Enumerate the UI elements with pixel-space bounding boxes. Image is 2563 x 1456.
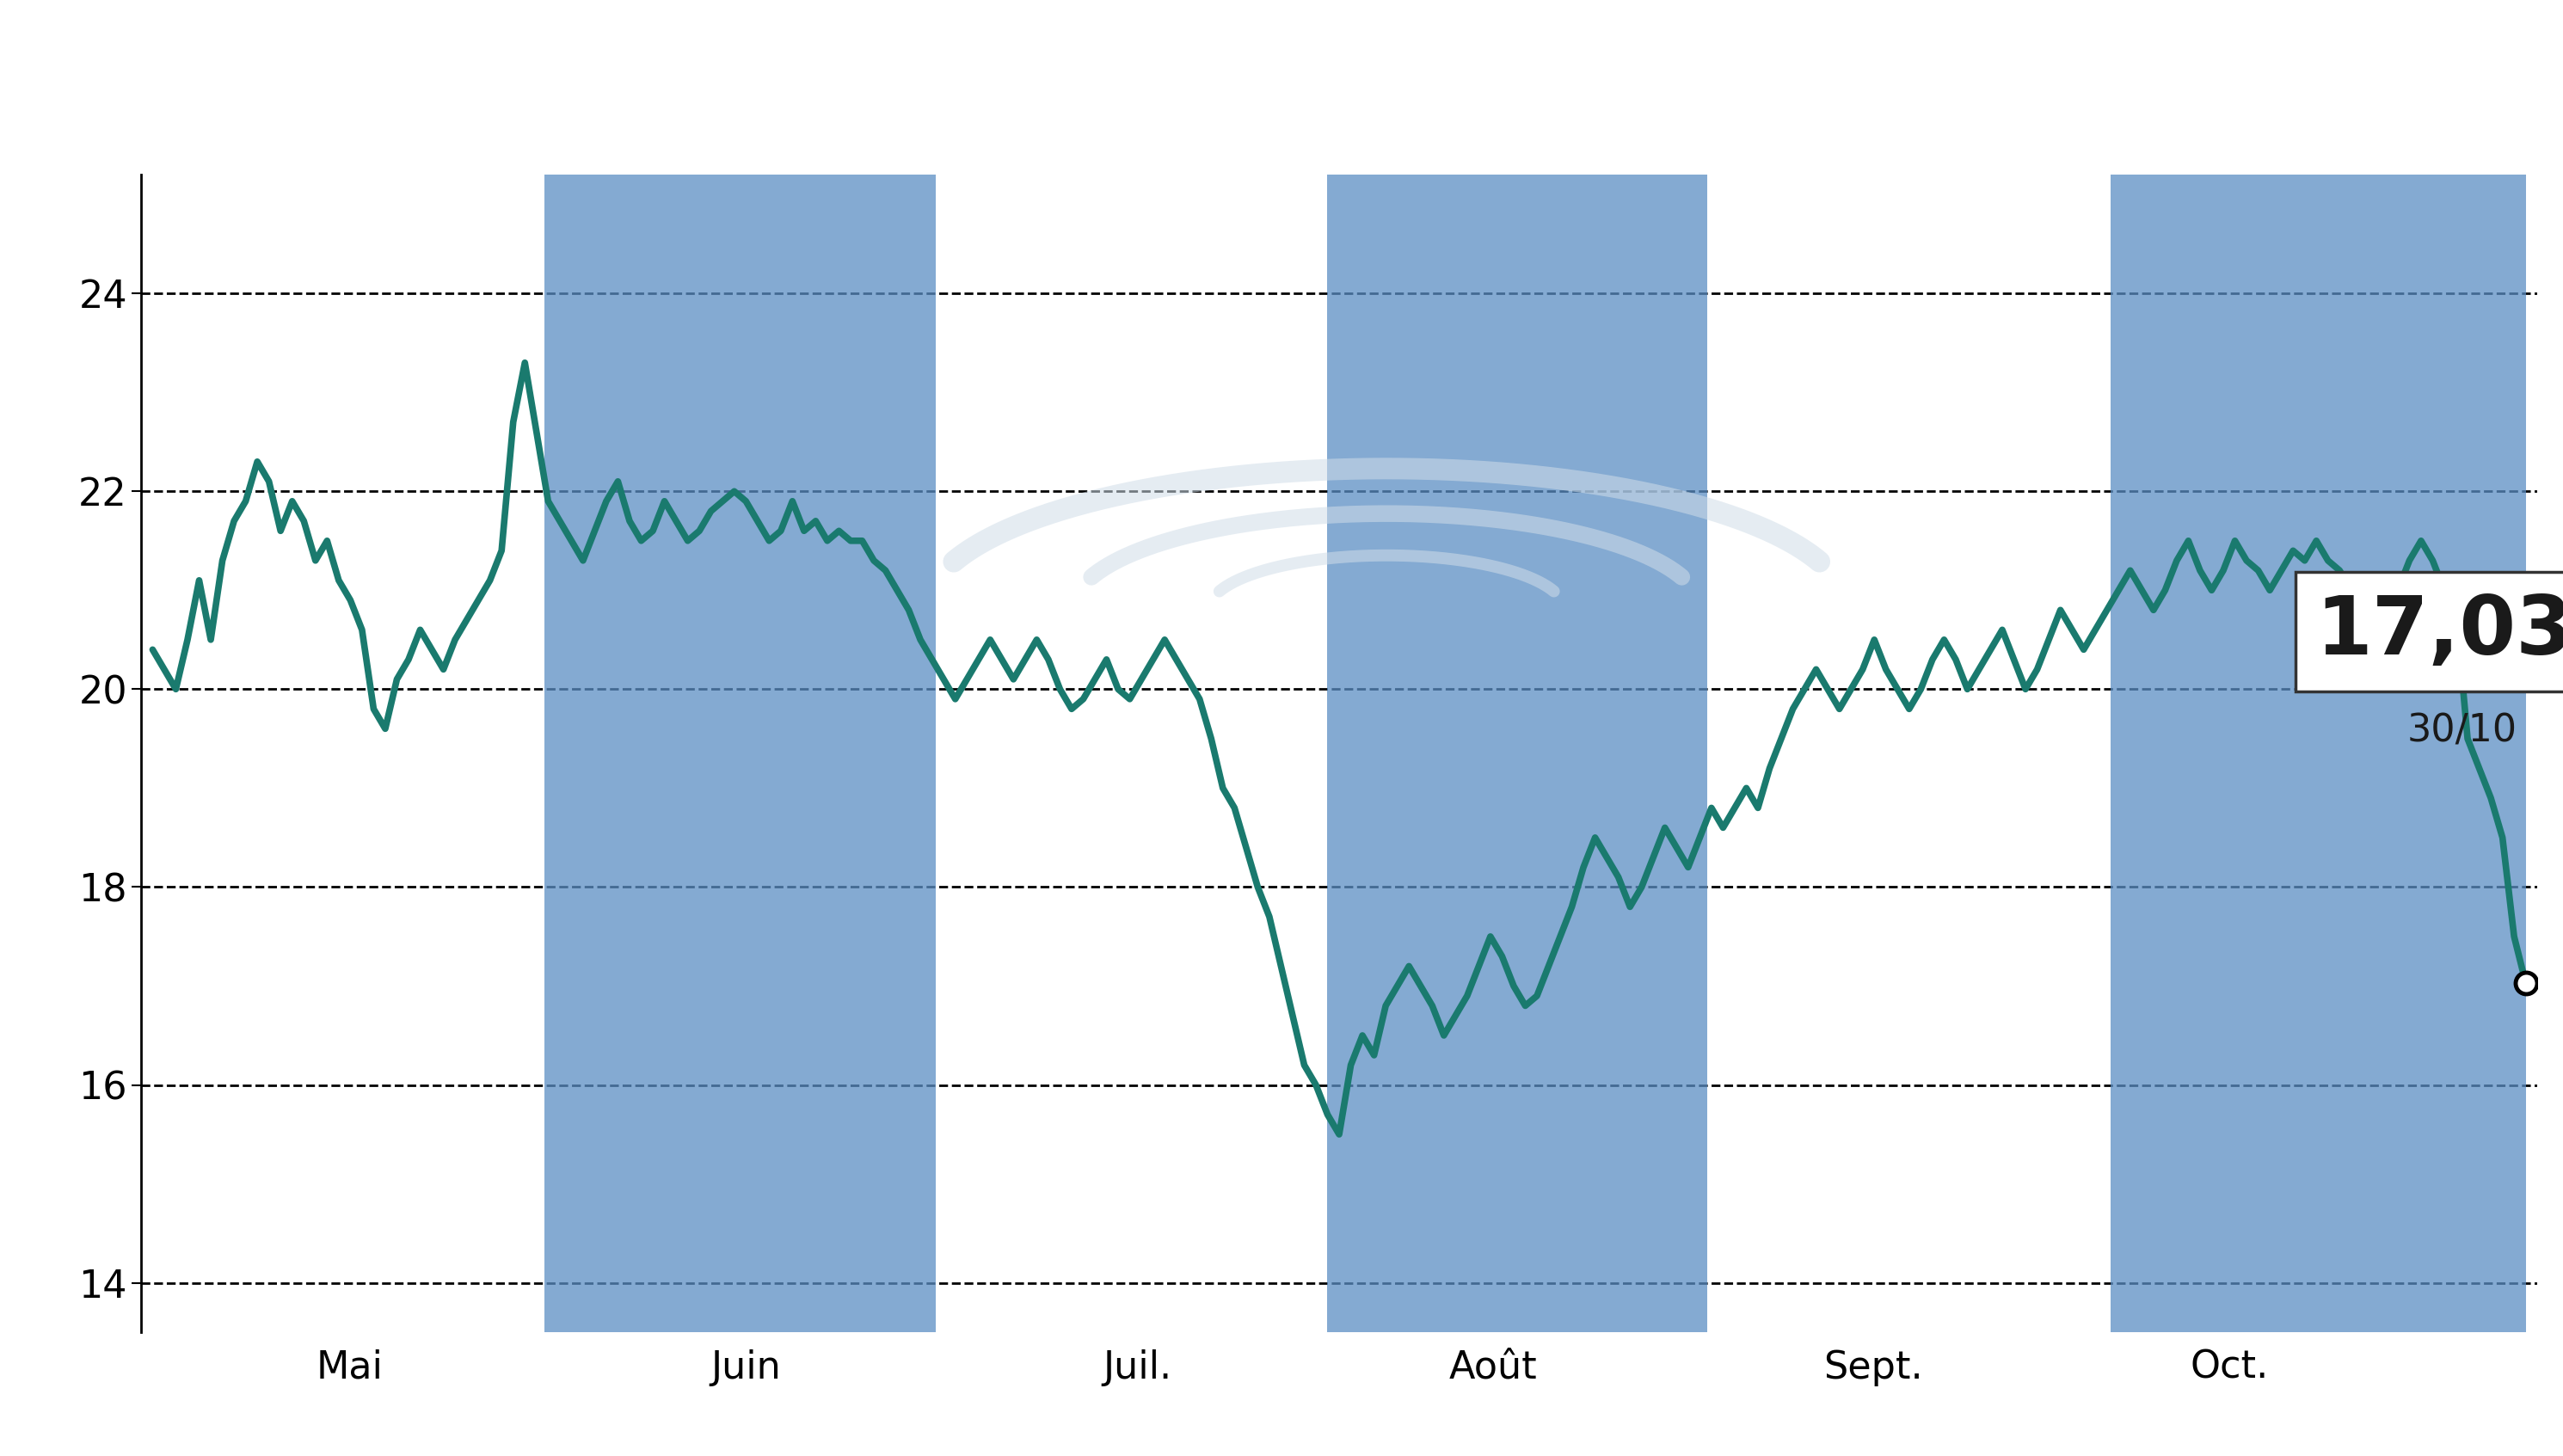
Text: 30/10: 30/10 xyxy=(2407,712,2517,750)
Bar xyxy=(543,175,935,1332)
Text: 17,03: 17,03 xyxy=(2317,593,2563,671)
Bar xyxy=(2109,175,2525,1332)
Bar xyxy=(1328,175,1707,1332)
Text: AT&S Austria Technologie & Systemtechnik AG: AT&S Austria Technologie & Systemtechnik… xyxy=(182,45,2381,127)
